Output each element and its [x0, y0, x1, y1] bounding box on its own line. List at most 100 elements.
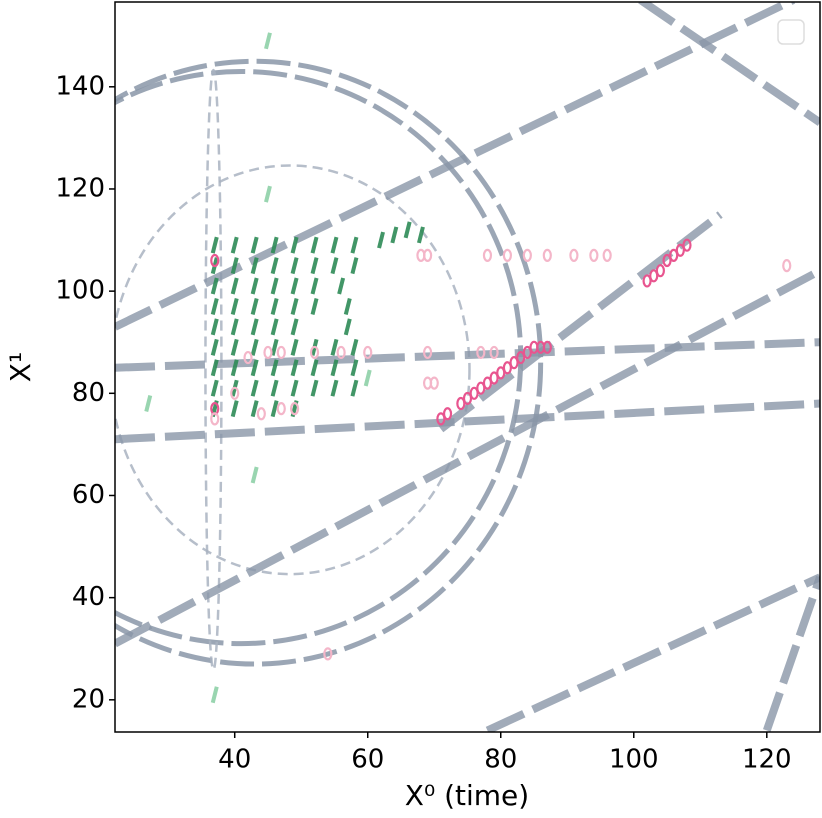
point — [436, 412, 446, 426]
point — [230, 386, 240, 400]
trend-line — [115, 399, 820, 444]
y-tick-label: 80 — [72, 378, 105, 408]
point — [290, 297, 299, 315]
point — [330, 338, 339, 356]
point — [310, 236, 319, 254]
point — [210, 412, 220, 426]
point — [330, 236, 339, 254]
point — [323, 647, 333, 661]
point — [310, 297, 319, 315]
point — [509, 356, 519, 370]
point — [230, 359, 239, 377]
point — [782, 258, 792, 273]
point — [350, 236, 359, 254]
point — [417, 226, 425, 244]
point — [210, 686, 219, 704]
point — [210, 338, 219, 356]
point — [250, 257, 259, 275]
point — [662, 253, 672, 268]
point — [350, 338, 359, 356]
point — [516, 350, 526, 365]
point — [270, 379, 279, 397]
ellipse-curve — [115, 58, 544, 667]
point — [230, 277, 239, 295]
point — [655, 264, 665, 278]
point — [144, 395, 153, 413]
point — [250, 277, 259, 295]
y-tick-label: 140 — [55, 71, 105, 101]
point — [210, 379, 219, 397]
point — [649, 269, 659, 283]
point — [276, 402, 286, 416]
point — [642, 274, 652, 288]
point — [377, 231, 385, 249]
point — [337, 277, 346, 295]
point — [336, 345, 346, 360]
point — [462, 391, 473, 406]
point — [289, 402, 300, 416]
point — [496, 366, 506, 380]
point — [250, 318, 259, 336]
point — [350, 379, 359, 397]
point — [489, 371, 499, 385]
point — [502, 361, 513, 375]
y-tick-label: 60 — [72, 480, 105, 510]
point — [542, 248, 552, 262]
point — [230, 400, 239, 418]
point — [210, 277, 219, 295]
point — [469, 386, 479, 400]
point — [363, 345, 373, 360]
point — [522, 345, 532, 360]
point — [210, 236, 219, 254]
point — [403, 221, 412, 239]
plot-area — [115, 2, 820, 732]
x-tick-label: 120 — [742, 745, 792, 775]
point — [270, 400, 279, 418]
point — [210, 253, 220, 268]
point — [210, 318, 219, 336]
point — [330, 359, 339, 377]
point — [290, 338, 299, 356]
x-tick-label: 100 — [609, 745, 659, 775]
point — [429, 376, 439, 390]
point — [270, 318, 279, 336]
point — [442, 407, 453, 421]
legend-box — [777, 19, 805, 45]
point — [330, 379, 339, 397]
point — [290, 318, 299, 336]
point — [350, 359, 359, 377]
point — [343, 318, 352, 336]
x-tick-label: 40 — [218, 745, 251, 775]
trend-line — [638, 2, 820, 126]
point — [270, 257, 279, 275]
point — [682, 238, 692, 252]
ellipse-curve — [204, 68, 223, 671]
point — [264, 185, 272, 203]
point — [456, 396, 466, 411]
point — [290, 379, 299, 397]
x-axis-label: X⁰ (time) — [405, 779, 529, 812]
point — [263, 345, 273, 360]
point — [310, 379, 319, 397]
point — [250, 236, 259, 254]
point — [310, 277, 319, 295]
point — [256, 407, 266, 421]
point — [542, 340, 552, 354]
trend-line — [115, 267, 820, 648]
point — [270, 236, 279, 254]
point — [422, 345, 433, 360]
point — [476, 345, 486, 360]
point — [310, 359, 319, 377]
point — [290, 236, 299, 254]
point — [250, 297, 259, 315]
point — [270, 297, 279, 315]
point — [489, 345, 499, 360]
point — [230, 257, 239, 275]
point — [264, 32, 272, 50]
point — [250, 379, 259, 397]
point — [210, 359, 219, 377]
point — [350, 257, 359, 275]
point — [330, 257, 339, 275]
trend-line — [438, 211, 723, 433]
point — [522, 248, 532, 262]
